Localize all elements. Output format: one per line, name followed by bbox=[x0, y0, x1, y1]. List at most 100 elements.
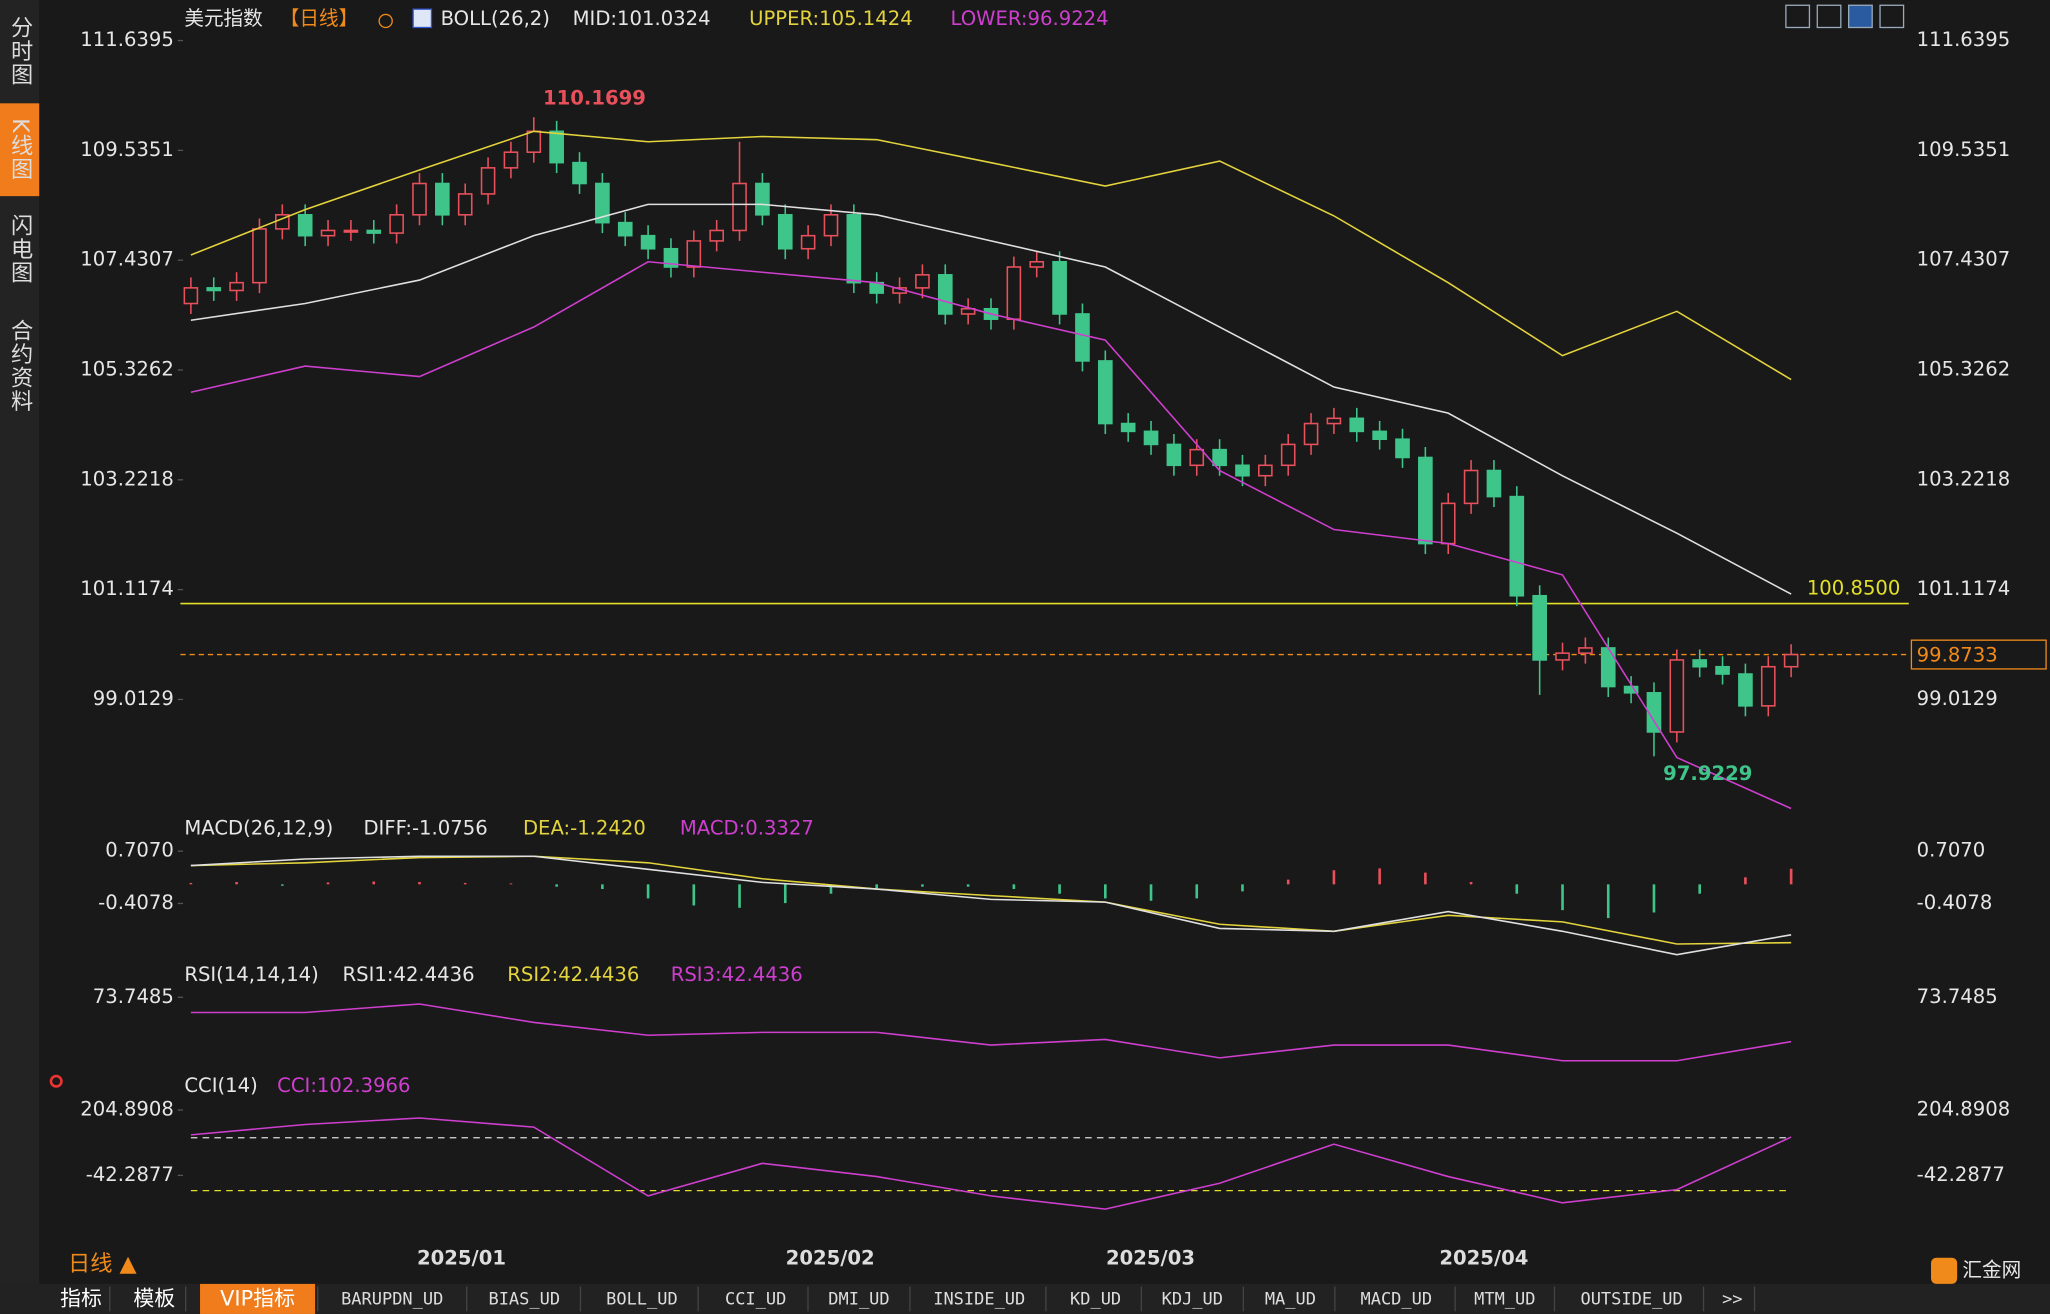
candle-body bbox=[1395, 438, 1410, 459]
side-tab[interactable]: K线图 bbox=[7, 118, 33, 181]
icon[interactable] bbox=[1879, 4, 1905, 29]
toolbar-icons bbox=[1785, 4, 1905, 29]
tab-bar bbox=[0, 1283, 2050, 1314]
side-tab-active bbox=[0, 103, 40, 197]
y-tick-label: 0.7070 bbox=[1917, 839, 1986, 862]
candle-body bbox=[1646, 692, 1662, 733]
legend: MACD(26,12,9) bbox=[184, 816, 333, 839]
candle-body bbox=[480, 167, 496, 195]
bottom-tab[interactable]: KD_UD bbox=[1070, 1290, 1121, 1310]
indicator-line bbox=[190, 203, 1792, 595]
bottom-tab[interactable]: CCI_UD bbox=[725, 1290, 786, 1310]
y-tick-label: 99.0129 bbox=[1917, 687, 1998, 710]
logo-icon bbox=[1931, 1257, 1958, 1284]
legend: RSI(14,14,14) bbox=[184, 963, 318, 986]
add-icon[interactable] bbox=[378, 13, 393, 29]
y-tick-label: 111.6395 bbox=[80, 28, 174, 51]
x-tick-label: 2025/03 bbox=[1106, 1247, 1195, 1270]
y-tick-label: 103.2218 bbox=[80, 467, 174, 490]
candle-body bbox=[1486, 469, 1502, 498]
x-tick-label: 2025/04 bbox=[1439, 1247, 1528, 1270]
legend: RSI2:42.4436 bbox=[507, 963, 639, 986]
bottom-tab[interactable]: DMI_UD bbox=[828, 1290, 889, 1310]
candle-body bbox=[183, 287, 199, 305]
side-tab[interactable]: 闪电图 bbox=[7, 213, 33, 284]
candle-body bbox=[1349, 417, 1365, 433]
bottom-tab[interactable]: MA_UD bbox=[1265, 1290, 1316, 1310]
y-tick-label: 204.8908 bbox=[1917, 1098, 2011, 1121]
y-tick-label: -42.2877 bbox=[1917, 1163, 2005, 1186]
legend: CCI:102.3966 bbox=[277, 1074, 410, 1097]
candle-body bbox=[1052, 260, 1067, 315]
candle-body bbox=[1555, 652, 1570, 661]
x-tick-label: 2025/01 bbox=[417, 1247, 506, 1270]
legend: MID:101.0324 bbox=[573, 7, 711, 30]
indicator-line bbox=[190, 855, 1792, 956]
candle-body bbox=[1303, 422, 1319, 446]
side-tab[interactable]: 合约资料 bbox=[7, 319, 33, 414]
last-price-label: 99.8733 bbox=[1917, 643, 1998, 666]
candle-body bbox=[800, 234, 816, 250]
candle-body bbox=[1166, 443, 1182, 467]
tab-active bbox=[200, 1283, 316, 1314]
candle-body bbox=[937, 274, 953, 315]
candle-body bbox=[617, 221, 633, 237]
indicator-icon bbox=[412, 8, 433, 29]
legend: RSI3:42.4436 bbox=[671, 963, 803, 986]
y-tick-label: 101.1174 bbox=[1917, 577, 2011, 600]
icon[interactable] bbox=[1785, 4, 1811, 29]
max-label: 110.1699 bbox=[543, 86, 646, 109]
candle-body bbox=[1669, 659, 1685, 733]
candle-body bbox=[526, 130, 542, 153]
candle-body bbox=[777, 214, 793, 250]
candle-body bbox=[1143, 430, 1159, 446]
bottom-tab[interactable]: BOLL_UD bbox=[606, 1290, 678, 1310]
candle-body bbox=[640, 234, 656, 250]
candle-body bbox=[1692, 659, 1708, 668]
candle-body bbox=[823, 214, 839, 237]
icon[interactable] bbox=[1816, 4, 1842, 29]
legend: RSI1:42.4436 bbox=[343, 963, 475, 986]
period-button[interactable]: 日线 ▲ bbox=[68, 1251, 138, 1277]
candle-body bbox=[1326, 417, 1342, 425]
candle-body bbox=[1280, 443, 1296, 467]
y-tick-label: 105.3262 bbox=[80, 357, 174, 380]
candle-body bbox=[755, 182, 770, 216]
bottom-tab[interactable]: 模板 bbox=[133, 1287, 175, 1311]
candle-body bbox=[1075, 313, 1090, 362]
bottom-tab[interactable]: 指标 bbox=[60, 1287, 102, 1311]
bottom-tab[interactable]: >> bbox=[1722, 1290, 1742, 1310]
legend: DEA:-1.2420 bbox=[523, 816, 646, 839]
candle-body bbox=[686, 240, 702, 268]
bottom-tab[interactable]: KDJ_UD bbox=[1162, 1290, 1223, 1310]
candle-body bbox=[960, 307, 976, 315]
candle-body bbox=[1235, 464, 1250, 477]
bottom-tab[interactable]: MTM_UD bbox=[1474, 1290, 1535, 1310]
legend: UPPER:105.1424 bbox=[749, 7, 913, 30]
indicator-line bbox=[190, 260, 1792, 810]
side-tab[interactable]: 分时图 bbox=[7, 15, 33, 86]
candle-body bbox=[366, 229, 382, 234]
indicator-line bbox=[190, 1003, 1792, 1062]
legend: CCI(14) bbox=[184, 1074, 257, 1097]
y-tick-label: 107.4307 bbox=[1917, 248, 2011, 271]
x-tick-label: 2025/02 bbox=[786, 1247, 875, 1270]
icon[interactable] bbox=[1848, 4, 1873, 29]
bottom-tab[interactable]: OUTSIDE_UD bbox=[1580, 1290, 1682, 1310]
candle-body bbox=[1006, 266, 1022, 320]
candle-body bbox=[732, 182, 747, 232]
candle-body bbox=[1418, 456, 1433, 545]
bottom-tab[interactable]: MACD_UD bbox=[1361, 1290, 1433, 1310]
candle-body bbox=[1578, 647, 1593, 654]
candle-body bbox=[252, 228, 267, 284]
bottom-tab[interactable]: BIAS_UD bbox=[488, 1290, 560, 1310]
bottom-tab[interactable]: VIP指标 bbox=[220, 1287, 295, 1311]
alert-icon[interactable] bbox=[49, 1074, 63, 1088]
candle-body bbox=[1029, 260, 1045, 268]
bottom-tab[interactable]: BARUPDN_UD bbox=[341, 1290, 443, 1310]
candle-body bbox=[206, 287, 222, 292]
candle-body bbox=[549, 130, 564, 164]
bottom-tab[interactable]: INSIDE_UD bbox=[933, 1290, 1025, 1310]
